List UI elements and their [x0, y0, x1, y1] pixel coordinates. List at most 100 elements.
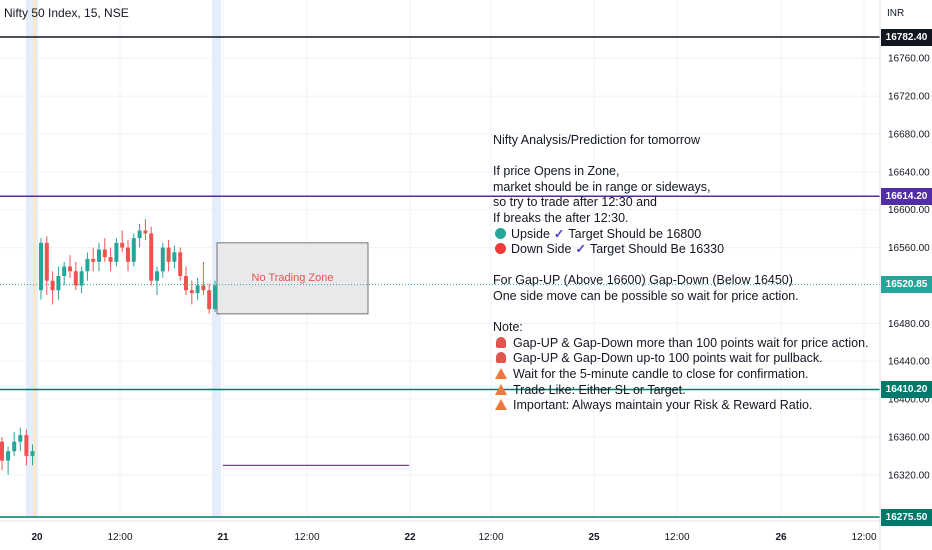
candle-body — [24, 435, 29, 456]
candle-body — [189, 290, 194, 294]
y-tick-label: 16320.00 — [888, 470, 930, 481]
candle-body — [12, 441, 17, 452]
note-item-text: Gap-UP & Gap-Down more than 100 points w… — [513, 335, 869, 350]
downside-label: Down Side — [511, 242, 572, 257]
y-axis: 16760.00 16720.00 16680.00 16640.00 16600.00… — [879, 0, 930, 550]
price-tag: 16520.85 — [881, 276, 932, 294]
y-tick-label: 16600.00 — [888, 205, 930, 216]
y-tick-label: 16400.00 — [888, 395, 930, 406]
bell-icon — [496, 352, 506, 364]
candle-body — [160, 247, 165, 272]
warning-icon — [495, 383, 507, 395]
y-tick-label: 16720.00 — [888, 92, 930, 103]
zone-line: If price Opens in Zone, — [493, 164, 620, 179]
session-highlight — [212, 0, 221, 517]
x-tick-label: 12:00 — [664, 532, 689, 543]
y-tick-label: 16560.00 — [888, 243, 930, 254]
session-highlights — [26, 0, 221, 517]
candle-body — [184, 276, 188, 291]
green-circle-icon — [495, 227, 506, 239]
analysis-note: Nifty Analysis/Prediction for tomorrow I… — [493, 133, 873, 414]
y-tick-label: 16640.00 — [888, 167, 930, 178]
x-tick-label: 21 — [217, 532, 229, 543]
candle-body — [195, 285, 200, 294]
candle-body — [97, 249, 101, 262]
x-tick-label: 12:00 — [107, 532, 132, 543]
candle-body — [114, 242, 119, 262]
candle-body — [108, 257, 113, 262]
note-item: Trade Like: Either SL or Target. — [493, 383, 873, 399]
zone-line: If breaks the after 12:30. — [493, 210, 629, 225]
candle-body — [213, 285, 217, 310]
price-tag: 16410.20 — [881, 380, 932, 398]
x-tick-label: 22 — [404, 532, 416, 543]
downside-line: Down Side ✓ Target Should Be 16330 — [493, 242, 873, 258]
candle-body — [0, 441, 4, 461]
candle-body — [155, 271, 159, 281]
candle-body — [30, 451, 35, 456]
price-tag: 16614.20 — [881, 187, 932, 205]
candle-body — [102, 249, 107, 258]
upside-label: Upside — [511, 226, 550, 241]
candle-body — [137, 230, 142, 239]
candle-body — [44, 242, 49, 281]
no-trading-zone-box — [216, 242, 369, 315]
currency-label[interactable]: INR — [887, 8, 905, 19]
session-highlight — [33, 0, 36, 517]
candle-body — [62, 266, 67, 277]
gap-line: One side move can be possible so wait fo… — [493, 288, 799, 303]
candle-body — [68, 266, 72, 272]
note-item-text: Wait for the 5-minute candle to close fo… — [513, 366, 809, 381]
candle-body — [166, 247, 171, 262]
candle-body — [79, 271, 84, 286]
y-tick-label: 16360.00 — [888, 432, 930, 443]
candle-body — [39, 242, 43, 291]
bell-icon — [496, 336, 506, 348]
candle-body — [172, 252, 177, 262]
x-tick-label: 12:00 — [851, 532, 876, 543]
x-tick-label: 26 — [775, 532, 787, 543]
warning-icon — [495, 399, 507, 411]
price-tag: 16275.50 — [881, 508, 932, 526]
y-tick-label: 16680.00 — [888, 129, 930, 140]
note-item-text: Gap-UP & Gap-Down up-to 100 points wait … — [513, 351, 823, 366]
note-item: Gap-UP & Gap-Down up-to 100 points wait … — [493, 351, 873, 367]
candle-body — [149, 233, 154, 281]
candle-body — [73, 271, 78, 286]
candle-body — [143, 230, 148, 234]
candle-body — [131, 238, 136, 262]
candle-body — [207, 290, 212, 310]
note-item: Wait for the 5-minute candle to close fo… — [493, 367, 873, 383]
x-axis: 20 12:00 21 12:00 22 12:00 25 12:00 26 12:00 — [0, 520, 880, 543]
x-tick-label: 12:00 — [294, 532, 319, 543]
candle-body — [56, 276, 61, 291]
symbol-title[interactable]: Nifty 50 Index, 15, NSE — [4, 6, 129, 20]
y-tick-label: 16480.00 — [888, 319, 930, 330]
note-item-text: Important: Always maintain your Risk & R… — [513, 398, 813, 413]
y-tick-label: 16760.00 — [888, 54, 930, 65]
candle-body — [50, 280, 55, 291]
gap-line: For Gap-UP (Above 16600) Gap-Down (Below… — [493, 273, 793, 288]
candle-body — [126, 247, 130, 262]
candle-body — [6, 451, 11, 461]
candle-body — [120, 242, 125, 248]
zone-label: No Trading Zone — [251, 272, 334, 284]
check-icon: ✓ — [575, 242, 586, 257]
y-tick-label: 16440.00 — [888, 357, 930, 368]
note-title: Nifty Analysis/Prediction for tomorrow — [493, 133, 701, 147]
zone-line: so try to trade after 12:30 and — [493, 195, 657, 210]
candle-body — [85, 258, 90, 272]
horizontal-levels — [0, 36, 880, 518]
chart-grid — [0, 0, 880, 517]
upside-target: Target Should be 16800 — [568, 226, 702, 241]
candle-body — [201, 285, 206, 291]
note-item: Gap-UP & Gap-Down more than 100 points w… — [493, 336, 873, 352]
x-tick-label: 12:00 — [478, 532, 503, 543]
check-icon: ✓ — [553, 226, 565, 241]
candlestick-series — [0, 219, 217, 475]
candle-body — [91, 258, 96, 262]
x-tick-label: 20 — [31, 532, 43, 543]
note-heading: Note: — [493, 320, 523, 335]
x-tick-label: 25 — [588, 532, 600, 543]
